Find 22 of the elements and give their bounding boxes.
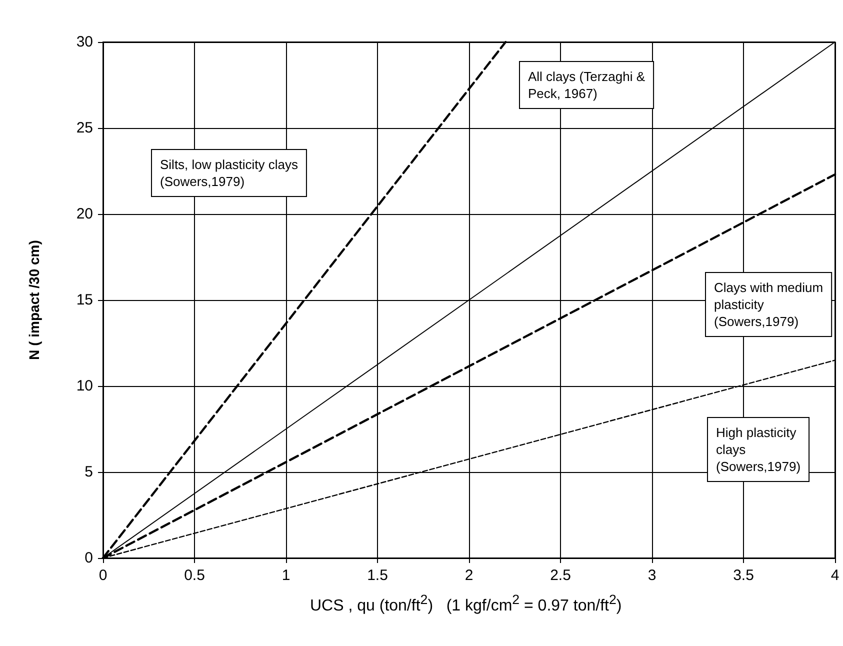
y-tick-label: 5 (84, 464, 93, 480)
y-tick-label: 30 (76, 34, 93, 50)
annotation: All clays (Terzaghi & Peck, 1967) (528, 69, 646, 101)
annotation: Clays with medium plasticity (Sowers,1979) (714, 280, 824, 329)
annotation: Silts, low plasticity clays (Sowers,1979) (160, 157, 298, 189)
x-tick-label: 3 (648, 567, 656, 584)
x-tick-label: 0.5 (184, 567, 205, 584)
x-tick-label: 4 (830, 567, 840, 584)
x-tick-label: 1.5 (367, 567, 388, 584)
x-tick-label: 2 (464, 567, 474, 584)
x-tick-label: 2.5 (550, 567, 571, 584)
x-tick-label: 3.5 (733, 567, 754, 584)
y-tick-label: 0 (84, 550, 93, 566)
y-tick-label: 10 (76, 378, 93, 394)
annotation: High plasticity clays (Sowers,1979) (716, 425, 801, 474)
x-tick-label: 0 (98, 567, 108, 584)
y-tick-label: 15 (76, 292, 93, 308)
y-tick-label: 20 (76, 206, 93, 222)
x-axis-title: UCS , qu (ton/ft$^{2}$) (1 kgf/cm$^{2}$ = 0.97 ton/ft$^{2}$) (310, 592, 622, 616)
x-tick-label: 1 (282, 567, 290, 584)
y-axis-title: N ( impact /30 cm) (26, 240, 42, 360)
y-tick-label: 25 (76, 120, 93, 136)
